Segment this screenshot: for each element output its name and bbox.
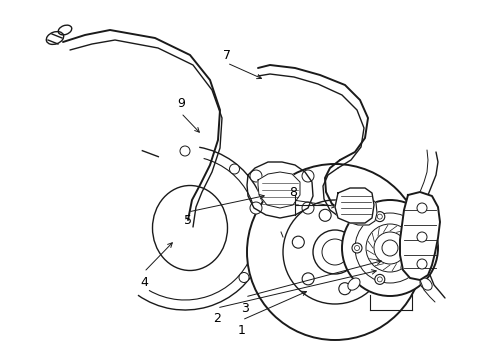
Circle shape bbox=[411, 262, 421, 273]
Circle shape bbox=[249, 170, 262, 182]
Circle shape bbox=[292, 236, 304, 248]
Text: 5: 5 bbox=[183, 213, 192, 226]
Circle shape bbox=[338, 283, 350, 295]
Circle shape bbox=[374, 274, 384, 284]
Text: 7: 7 bbox=[223, 49, 230, 62]
Ellipse shape bbox=[347, 278, 359, 290]
Text: 9: 9 bbox=[177, 96, 184, 109]
Text: 8: 8 bbox=[288, 185, 296, 198]
Circle shape bbox=[411, 224, 421, 234]
Text: 2: 2 bbox=[213, 311, 221, 324]
Text: 6: 6 bbox=[418, 221, 426, 234]
Circle shape bbox=[239, 273, 248, 283]
Polygon shape bbox=[258, 172, 299, 208]
Text: 4: 4 bbox=[140, 275, 148, 288]
Text: 3: 3 bbox=[241, 302, 248, 315]
Circle shape bbox=[319, 209, 330, 221]
Ellipse shape bbox=[152, 185, 227, 270]
Circle shape bbox=[355, 219, 367, 231]
Polygon shape bbox=[345, 196, 376, 225]
Circle shape bbox=[249, 202, 262, 214]
Circle shape bbox=[416, 232, 426, 242]
Circle shape bbox=[302, 273, 313, 285]
Circle shape bbox=[365, 256, 377, 268]
Polygon shape bbox=[399, 192, 439, 280]
Circle shape bbox=[416, 259, 426, 269]
Ellipse shape bbox=[347, 206, 359, 218]
Circle shape bbox=[180, 146, 190, 156]
Circle shape bbox=[229, 164, 239, 174]
Ellipse shape bbox=[419, 206, 431, 218]
Circle shape bbox=[302, 170, 313, 182]
Circle shape bbox=[416, 203, 426, 213]
Ellipse shape bbox=[419, 278, 431, 290]
Polygon shape bbox=[334, 188, 373, 223]
Circle shape bbox=[302, 202, 313, 214]
Circle shape bbox=[374, 212, 384, 222]
Circle shape bbox=[341, 200, 437, 296]
Circle shape bbox=[351, 243, 361, 253]
Text: 1: 1 bbox=[238, 324, 245, 337]
Circle shape bbox=[246, 164, 422, 340]
